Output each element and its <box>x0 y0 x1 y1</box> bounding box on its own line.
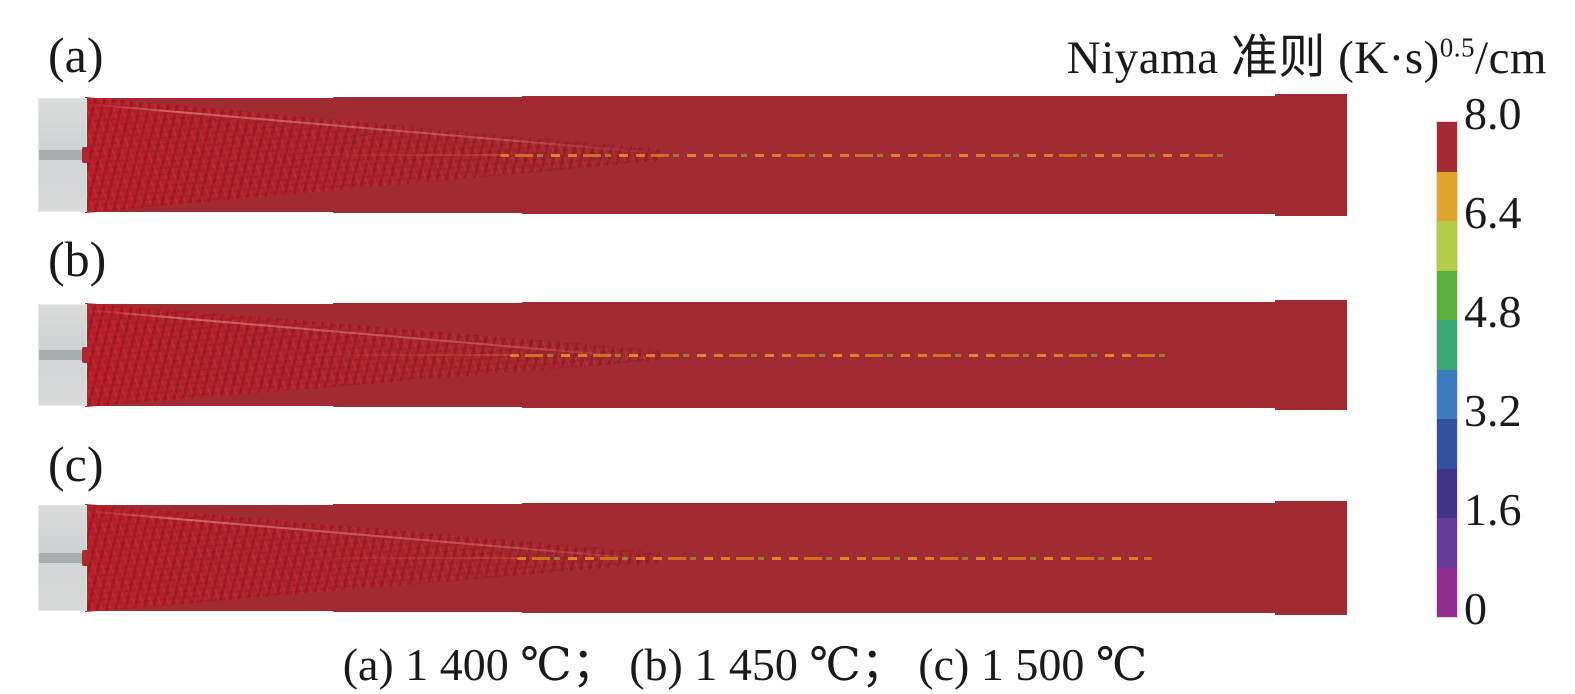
colorbar-title: Niyama 准则 (K·s)0.5/cm <box>1067 18 1547 87</box>
panel-label-c: (c) <box>48 436 104 492</box>
low-niyama-centerline <box>510 353 1172 357</box>
mold-cap-parting-band <box>39 553 86 563</box>
colorbar-segment <box>1437 567 1457 617</box>
colorbar-segment <box>1437 320 1457 370</box>
panel-label-a: (a) <box>48 27 104 83</box>
mold-end-cap <box>38 304 87 406</box>
colorbar-tick-0: 0 <box>1464 583 1487 634</box>
colorbar-title-unit: /cm <box>1475 32 1547 84</box>
colorbar <box>1436 121 1458 618</box>
mold-end-cap <box>38 505 87 611</box>
centerline-faint-lead <box>288 154 500 156</box>
colorbar-segment <box>1437 270 1457 320</box>
colorbar-segment <box>1437 518 1457 568</box>
niyama-strip-a <box>38 94 1347 216</box>
colorbar-ticks: 8.0 6.4 4.8 3.2 1.6 0 <box>1464 91 1574 632</box>
low-niyama-centerline <box>500 153 1228 157</box>
niyama-strip-b <box>38 300 1347 410</box>
colorbar-title-superscript: 0.5 <box>1439 32 1476 63</box>
colorbar-tick-3.2: 3.2 <box>1464 385 1522 436</box>
mold-end-cap <box>38 98 87 212</box>
figure-caption: (a) 1 400 ℃； (b) 1 450 ℃； (c) 1 500 ℃ <box>342 639 1148 690</box>
colorbar-title-main: Niyama 准则 (K·s) <box>1066 32 1440 84</box>
colorbar-tick-6.4: 6.4 <box>1464 187 1522 238</box>
colorbar-tick-4.8: 4.8 <box>1464 286 1522 337</box>
cap-red-notch <box>82 550 89 566</box>
centerline-faint-lead <box>298 557 517 559</box>
colorbar-tick-8.0: 8.0 <box>1464 88 1522 139</box>
colorbar-segment <box>1437 171 1457 221</box>
mold-cap-parting-band <box>39 350 86 360</box>
low-niyama-centerline <box>517 556 1152 560</box>
niyama-strip-c <box>38 501 1347 615</box>
colorbar-segment <box>1437 419 1457 469</box>
casting-bar-segment <box>1275 501 1347 615</box>
mold-cap-parting-band <box>39 150 86 160</box>
cap-red-notch <box>82 147 89 163</box>
centerline-faint-lead <box>293 354 510 356</box>
colorbar-segment <box>1437 122 1457 172</box>
panel-label-b: (b) <box>48 231 107 287</box>
casting-bar-segment <box>1275 300 1347 410</box>
colorbar-segment <box>1437 221 1457 271</box>
colorbar-segment <box>1437 369 1457 419</box>
casting-bar-segment <box>1275 94 1347 216</box>
cap-red-notch <box>82 347 89 363</box>
colorbar-segment <box>1437 468 1457 518</box>
colorbar-tick-1.6: 1.6 <box>1464 484 1522 535</box>
